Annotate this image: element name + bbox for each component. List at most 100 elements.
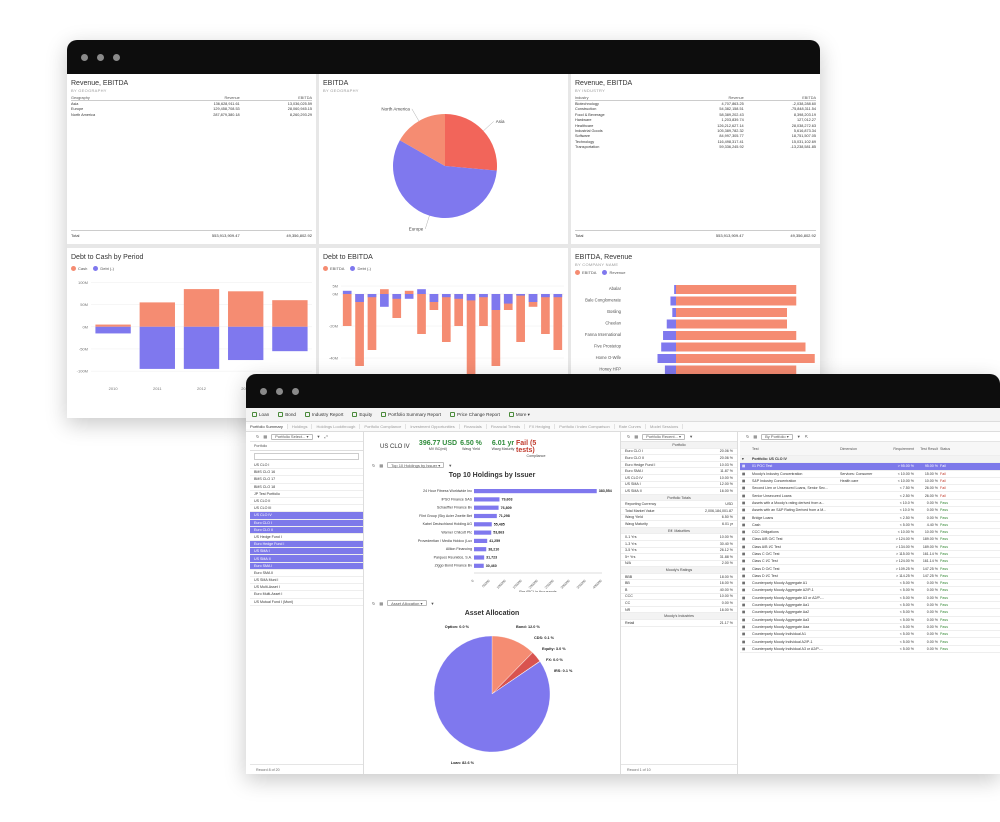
bar-revenue[interactable] xyxy=(676,289,797,295)
grid-icon[interactable]: ▦ xyxy=(753,434,758,439)
table-row[interactable]: Euro Hedge Fund I 10.03 % xyxy=(621,462,737,469)
bar-holding[interactable] xyxy=(474,547,487,552)
portfolio-list-item[interactable]: Euro CLO II xyxy=(250,526,363,534)
table-row[interactable]: US SMA II 16.00 % xyxy=(621,488,737,495)
toolbar-item[interactable]: Price Change Report xyxy=(450,412,500,417)
bar-ebitda[interactable] xyxy=(670,301,676,306)
compliance-row[interactable]: ▦ Second Lien or Unsecured Loans, Senior … xyxy=(740,485,1000,493)
tab-item[interactable]: Financials xyxy=(460,424,487,429)
bar-revenue[interactable] xyxy=(676,354,815,359)
bar-revenue[interactable] xyxy=(676,301,797,306)
bar-ebitda[interactable] xyxy=(664,365,676,371)
pie-slice[interactable] xyxy=(393,140,497,218)
bar-ebitda[interactable] xyxy=(670,296,676,302)
ebitda-pie-chart[interactable]: Asia Europe North America xyxy=(319,94,568,244)
filter-icon[interactable]: ▼ xyxy=(796,434,801,439)
portfolio-list-item[interactable]: US SMA II xyxy=(250,555,363,563)
compliance-row[interactable]: ▦ S&P Industry Concentration Health care < … xyxy=(740,478,1000,486)
table-row[interactable]: North America 287,879,380.18 8,260,293.29 xyxy=(71,112,312,117)
tab-item[interactable]: Rate Curves xyxy=(615,424,646,429)
bar-ebitda[interactable] xyxy=(672,308,676,313)
bar-ebitda[interactable] xyxy=(661,342,676,348)
bar-revenue[interactable] xyxy=(676,308,787,313)
portfolio-list-item[interactable]: US Hedge Fund I xyxy=(250,534,363,542)
pie-slice[interactable] xyxy=(445,114,497,171)
table-row[interactable]: NR 16.00 % xyxy=(621,607,737,614)
bar-holding[interactable] xyxy=(474,513,497,519)
column-header[interactable]: Industry xyxy=(575,96,589,101)
column-header[interactable]: Requirement xyxy=(893,446,914,451)
table-row[interactable]: BB 16.00 % xyxy=(621,580,737,588)
bar-ebitda[interactable] xyxy=(380,289,389,294)
bar-debt[interactable] xyxy=(228,326,264,361)
compliance-row[interactable]: ▦ Counterparty Moody Individual A2/P-1 < 5… xyxy=(740,638,1000,646)
bar-revenue[interactable] xyxy=(676,331,797,336)
bar-revenue[interactable] xyxy=(676,296,797,302)
filter-icon[interactable]: ▼ xyxy=(316,434,321,439)
portfolio-list-item[interactable]: US Mutual Fund I (Muni) xyxy=(250,599,363,606)
compliance-row[interactable]: ▦ 01 POC Test > 95.00 % 95.00 % Fail xyxy=(740,463,1000,471)
compliance-row[interactable]: ▦ Assets with a Moody's rating derived fr… xyxy=(740,500,1000,508)
grid-icon[interactable]: ▦ xyxy=(634,434,639,439)
legend-item-ebitda[interactable]: EBITDA xyxy=(575,270,596,275)
compliance-row[interactable]: ▦ Counterparty Moody Aggregate A1 < 5.00 %… xyxy=(740,580,1000,588)
compliance-selector[interactable]: By Portfolio ▾ xyxy=(761,433,793,440)
table-row[interactable]: Industrial Goods 105,389,782.32 5,616,873.… xyxy=(575,128,816,133)
portfolio-list-item[interactable]: Euro Hedge Fund I xyxy=(250,541,363,549)
compliance-row[interactable]: ▦ Class A/B O/C Test > 124.00 % 189.00 % Pas… xyxy=(740,536,1000,544)
window-dot[interactable] xyxy=(81,53,88,61)
bar-debt[interactable] xyxy=(491,294,501,310)
tab-item[interactable]: Holdings Lookthrough xyxy=(312,424,361,429)
portfolio-list-item[interactable]: Euro SMA II xyxy=(250,570,363,577)
bar-holding[interactable] xyxy=(474,505,499,510)
tab-item[interactable]: Model Sessions xyxy=(646,424,684,429)
bar-ebitda[interactable] xyxy=(404,290,414,294)
grid-icon[interactable]: ▦ xyxy=(379,600,384,606)
filter-icon[interactable]: ▼ xyxy=(689,434,694,439)
bar-cash[interactable] xyxy=(139,302,175,327)
bar-debt[interactable] xyxy=(404,294,414,299)
compliance-row[interactable]: ▦ Class D I/C Test > 114.25 % 147.25 % Pass xyxy=(740,573,1000,581)
bar-holding[interactable] xyxy=(474,563,484,568)
refresh-icon[interactable]: ↻ xyxy=(746,434,750,439)
legend-item-ebitda[interactable]: EBITDA xyxy=(323,266,344,271)
bar-revenue[interactable] xyxy=(676,358,815,364)
allocation-selector[interactable]: Asset Allocation ▾ xyxy=(387,600,427,606)
compliance-row[interactable]: ▦ Counterparty Moody Aggregate A2/P-1 < 5.… xyxy=(740,587,1000,595)
window-dot[interactable] xyxy=(292,387,299,395)
table-row[interactable]: CC 0.00 % xyxy=(621,600,737,607)
bar-holding[interactable] xyxy=(474,538,488,543)
column-header[interactable]: Test xyxy=(752,446,759,451)
compliance-row[interactable]: ▦ Class A/B I/C Test > 134.00 % 189.00 % Pas… xyxy=(740,544,1000,551)
table-row[interactable]: Euro CLO II 20.06 % xyxy=(621,455,737,462)
compliance-row[interactable]: ▦ Bridge Loans < 2.50 % 0.00 % Pass xyxy=(740,514,1000,522)
bar-debt[interactable] xyxy=(503,294,513,304)
table-row[interactable]: Euro SMA I 11.87 % xyxy=(621,468,737,475)
portfolio-list-item[interactable]: BMS CLO 16 xyxy=(250,469,363,477)
top10-bar-chart[interactable]: 24 Hour Fitness Worldwide Inc 383,554 IPSO… xyxy=(366,482,618,592)
table-row[interactable]: Biotechnology 4,707,863.25 -2,038,288.60 xyxy=(575,101,816,106)
legend-item-debt[interactable]: Debt (-) xyxy=(93,266,114,271)
bar-ebitda[interactable] xyxy=(666,319,676,325)
bar-ebitda[interactable] xyxy=(342,294,352,326)
bar-debt[interactable] xyxy=(553,294,563,298)
table-row[interactable]: Hardware 1,203,839.74 127,012.27 xyxy=(575,118,816,123)
bar-debt[interactable] xyxy=(380,294,389,307)
bar-revenue[interactable] xyxy=(676,365,797,371)
table-row[interactable]: Healthcare 126,212,627.14 28,038,272.63 xyxy=(575,123,816,128)
table-row[interactable]: Reporting Currency USD xyxy=(621,501,737,508)
bar-holding[interactable] xyxy=(474,497,500,502)
table-row[interactable]: 3-5 Yrs 26.12 % xyxy=(621,548,737,555)
expand-icon[interactable]: ⤢ xyxy=(324,434,328,439)
tab-item[interactable]: Financial Trends xyxy=(487,424,526,429)
table-row[interactable]: BBB 18.00 % xyxy=(621,574,737,581)
portfolio-list-item[interactable]: BMS CLO 17 xyxy=(250,476,363,484)
bar-holding[interactable] xyxy=(474,555,485,560)
portfolio-list-item[interactable]: Euro CLO I xyxy=(250,519,363,527)
portfolio-list-item[interactable]: US CLO III xyxy=(250,505,363,513)
column-header[interactable]: EBITDA xyxy=(298,96,312,101)
bar-ebitda[interactable] xyxy=(666,324,676,329)
window-dot[interactable] xyxy=(276,387,283,395)
column-header[interactable]: Geography xyxy=(71,96,90,101)
